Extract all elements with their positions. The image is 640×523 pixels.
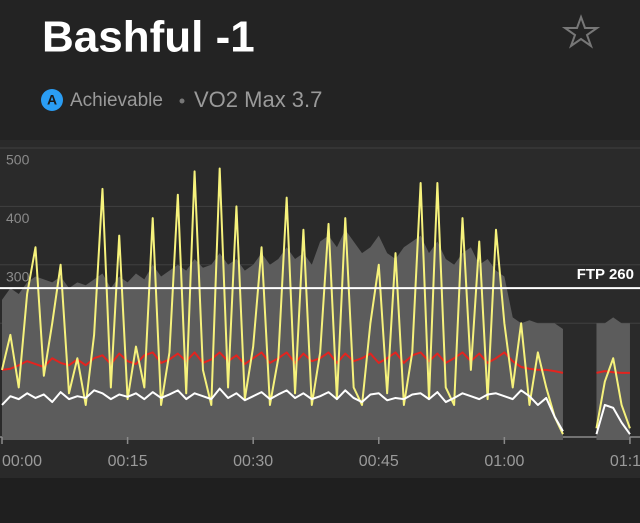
x-tick-label: 00:15 — [108, 453, 148, 470]
metric: VO2 Max 3.7 — [194, 87, 322, 112]
favorite-star[interactable] — [561, 14, 601, 49]
x-tick-label: 01:15 — [610, 453, 640, 470]
badge-circle — [41, 89, 63, 111]
difficulty: Achievable — [70, 90, 163, 111]
x-tick-label: 01:00 — [484, 453, 524, 470]
header-bg — [0, 0, 640, 140]
badge-letter: A — [47, 92, 57, 108]
line — [1, 167, 631, 435]
separator-dot — [179, 98, 185, 104]
y-tick-label: 400 — [6, 210, 30, 226]
area — [2, 229, 630, 440]
x-tick-label: 00:30 — [233, 453, 273, 470]
y-tick-label: 500 — [6, 152, 30, 168]
workout-title: Bashful -1 — [42, 13, 255, 62]
ftp-label: FTP 260 — [577, 266, 634, 283]
line — [1, 387, 631, 435]
y-tick-label: 300 — [6, 269, 30, 285]
x-tick-label: 00:00 — [2, 453, 42, 470]
x-tick-label: 00:45 — [359, 453, 399, 470]
footer-bg — [0, 478, 640, 523]
